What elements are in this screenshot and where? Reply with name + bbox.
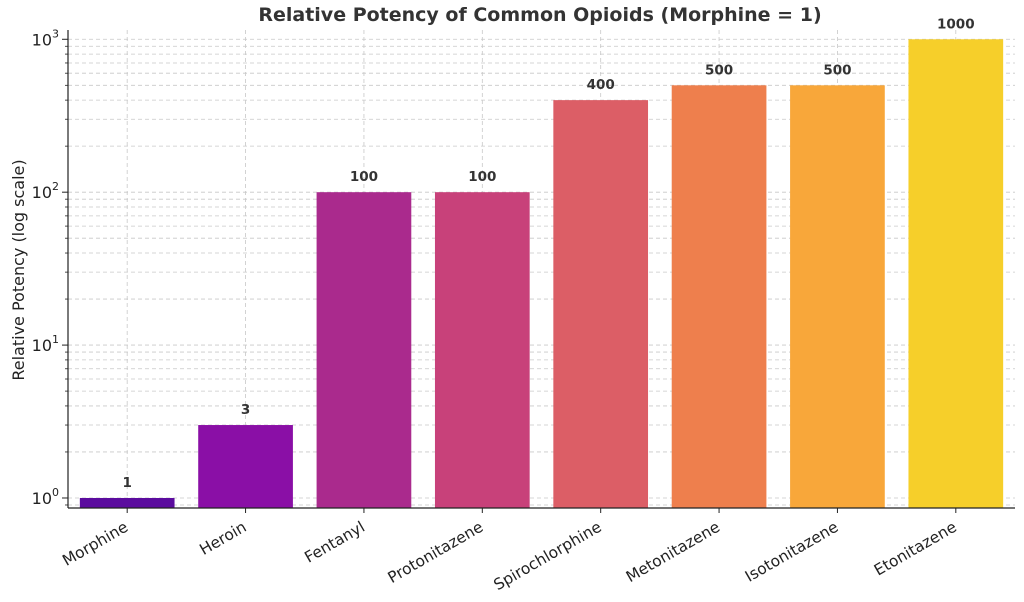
y-tick-exponent: 0 [52, 486, 59, 499]
data-label: 3 [241, 402, 250, 418]
bar-fentanyl [316, 192, 412, 508]
bar-protonitazene [434, 192, 530, 508]
y-tick-exponent: 1 [52, 333, 59, 346]
y-tick-base: 10 [32, 183, 52, 202]
x-ticks: Morphine Heroin Fentanyl Protonitazene Spiro… [59, 518, 959, 594]
x-tick-label: Spirochlorphine [491, 518, 605, 594]
y-tick-label: 103 [32, 27, 59, 49]
x-tick-label: Isotonitazene [742, 518, 841, 586]
bar-spirochlorphine [553, 100, 649, 508]
data-label: 100 [350, 169, 378, 185]
chart-title: Relative Potency of Common Opioids (Morp… [258, 4, 821, 26]
bar-morphine [79, 497, 175, 508]
y-tick-label: 102 [32, 180, 59, 202]
data-label: 1 [122, 475, 131, 491]
data-label: 500 [705, 62, 733, 78]
bar-heroin [198, 425, 293, 508]
y-tick-label: 100 [32, 486, 59, 508]
bar-isotonitazene [790, 85, 885, 509]
y-tick-label: 101 [32, 333, 59, 355]
x-tick-label: Metonitazene [623, 518, 723, 586]
data-label: 1000 [937, 16, 975, 32]
data-label: 100 [468, 169, 496, 185]
x-tick-label: Etonitazene [871, 518, 960, 580]
data-label: 400 [587, 77, 615, 93]
bar-etonitazene [908, 39, 1004, 508]
x-tick-label: Heroin [197, 518, 250, 559]
axes [62, 30, 1015, 513]
x-tick-label: Fentanyl [302, 518, 368, 567]
y-axis-label: Relative Potency (log scale) [9, 159, 28, 380]
bar-metonitazene [671, 85, 767, 509]
y-tick-exponent: 2 [52, 180, 59, 193]
data-labels: 1 3 100 100 400 500 500 1000 [122, 16, 974, 491]
x-tick-label: Morphine [59, 518, 131, 570]
y-tick-exponent: 3 [52, 27, 59, 40]
bars [79, 39, 1004, 509]
y-tick-base: 10 [32, 336, 52, 355]
data-label: 500 [823, 62, 851, 78]
y-tick-base: 10 [32, 30, 52, 49]
y-tick-base: 10 [32, 489, 52, 508]
x-tick-label: Protonitazene [385, 518, 487, 587]
